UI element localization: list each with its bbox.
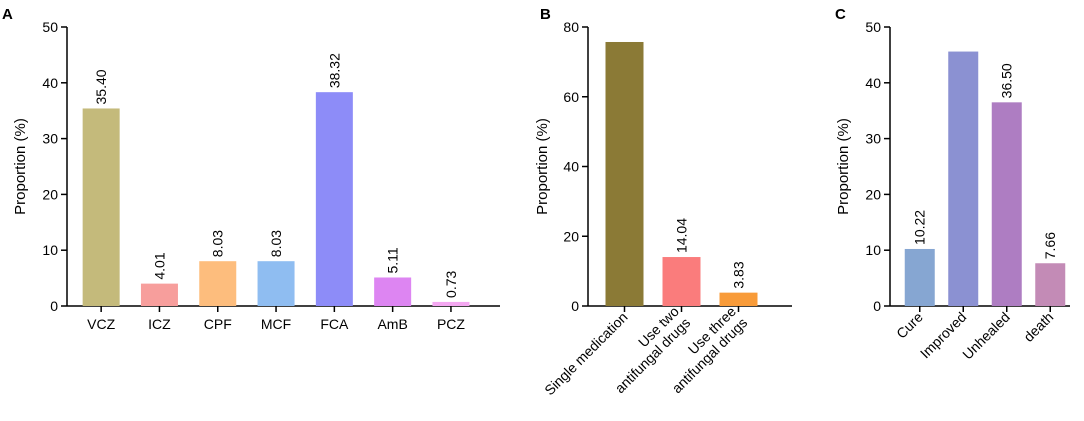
bar [140,283,178,306]
y-tick-label: 0 [571,298,579,314]
bar [374,277,412,306]
panel-letter: C [835,6,846,23]
y-tick-label: 40 [865,75,881,91]
y-tick-label: 20 [563,228,579,244]
bar [257,261,295,306]
data-label: 38.32 [326,53,342,88]
data-label: 4.01 [151,252,167,279]
y-tick-label: 20 [865,186,881,202]
bar [432,301,470,306]
bar [315,92,353,306]
bar [605,41,644,307]
bar [948,51,979,306]
x-tick-label: MCF [261,316,291,332]
x-tick-label-line: death [1020,309,1056,345]
y-axis-title: Proportion (%) [12,118,29,215]
bar [199,261,237,306]
x-tick-label: PCZ [437,316,465,332]
y-tick-label: 60 [563,89,579,105]
data-label: 10.22 [912,210,928,245]
y-tick-label: 30 [865,131,881,147]
data-label: 5.11 [385,247,401,273]
y-tick-label: 50 [865,19,881,35]
bar [662,257,701,306]
data-label: 8.03 [268,230,284,257]
x-tick-label-line: Cure [893,309,926,342]
data-label: 3.83 [731,261,747,288]
data-label: 14.04 [674,218,690,253]
bar [1035,263,1066,306]
x-tick-label: Unhealed [959,309,1013,363]
y-tick-label: 80 [563,19,579,35]
y-tick-label: 40 [563,159,579,175]
y-tick-label: 0 [873,298,881,314]
panel-a: A 0 10 20 30 40 50 Proportion (%) 35.40 VCZ 4.01 IC… [2,6,500,332]
y-tick-label: 10 [865,242,881,258]
y-axis-title: Proportion (%) [534,118,551,215]
x-tick-label: VCZ [87,316,115,332]
bar [991,102,1022,306]
y-tick-label: 0 [50,298,58,314]
panel-letter: B [540,6,551,23]
data-label: 36.50 [999,63,1015,98]
x-tick-label: CPF [204,316,232,332]
x-tick-label-line: Unhealed [959,309,1013,363]
x-tick-label: ICZ [148,316,171,332]
panel-letter: A [2,6,13,23]
data-label: 35.40 [93,69,109,104]
y-axis-title: Proportion (%) [835,118,852,215]
y-tick-label: 10 [42,242,58,258]
bar [82,108,120,306]
data-label: 7.66 [1042,232,1058,259]
x-tick-label: AmB [377,316,407,332]
y-tick-label: 30 [42,131,58,147]
y-tick-label: 40 [42,75,58,91]
y-tick-label: 20 [42,186,58,202]
data-label: 0.73 [443,270,459,297]
bar [719,292,758,306]
data-label: 8.03 [210,230,226,257]
y-tick-label: 50 [42,19,58,35]
bar [904,248,935,306]
x-tick-label: FCA [320,316,349,332]
x-tick-label: death [1020,309,1056,345]
x-tick-label: Cure [893,309,926,342]
